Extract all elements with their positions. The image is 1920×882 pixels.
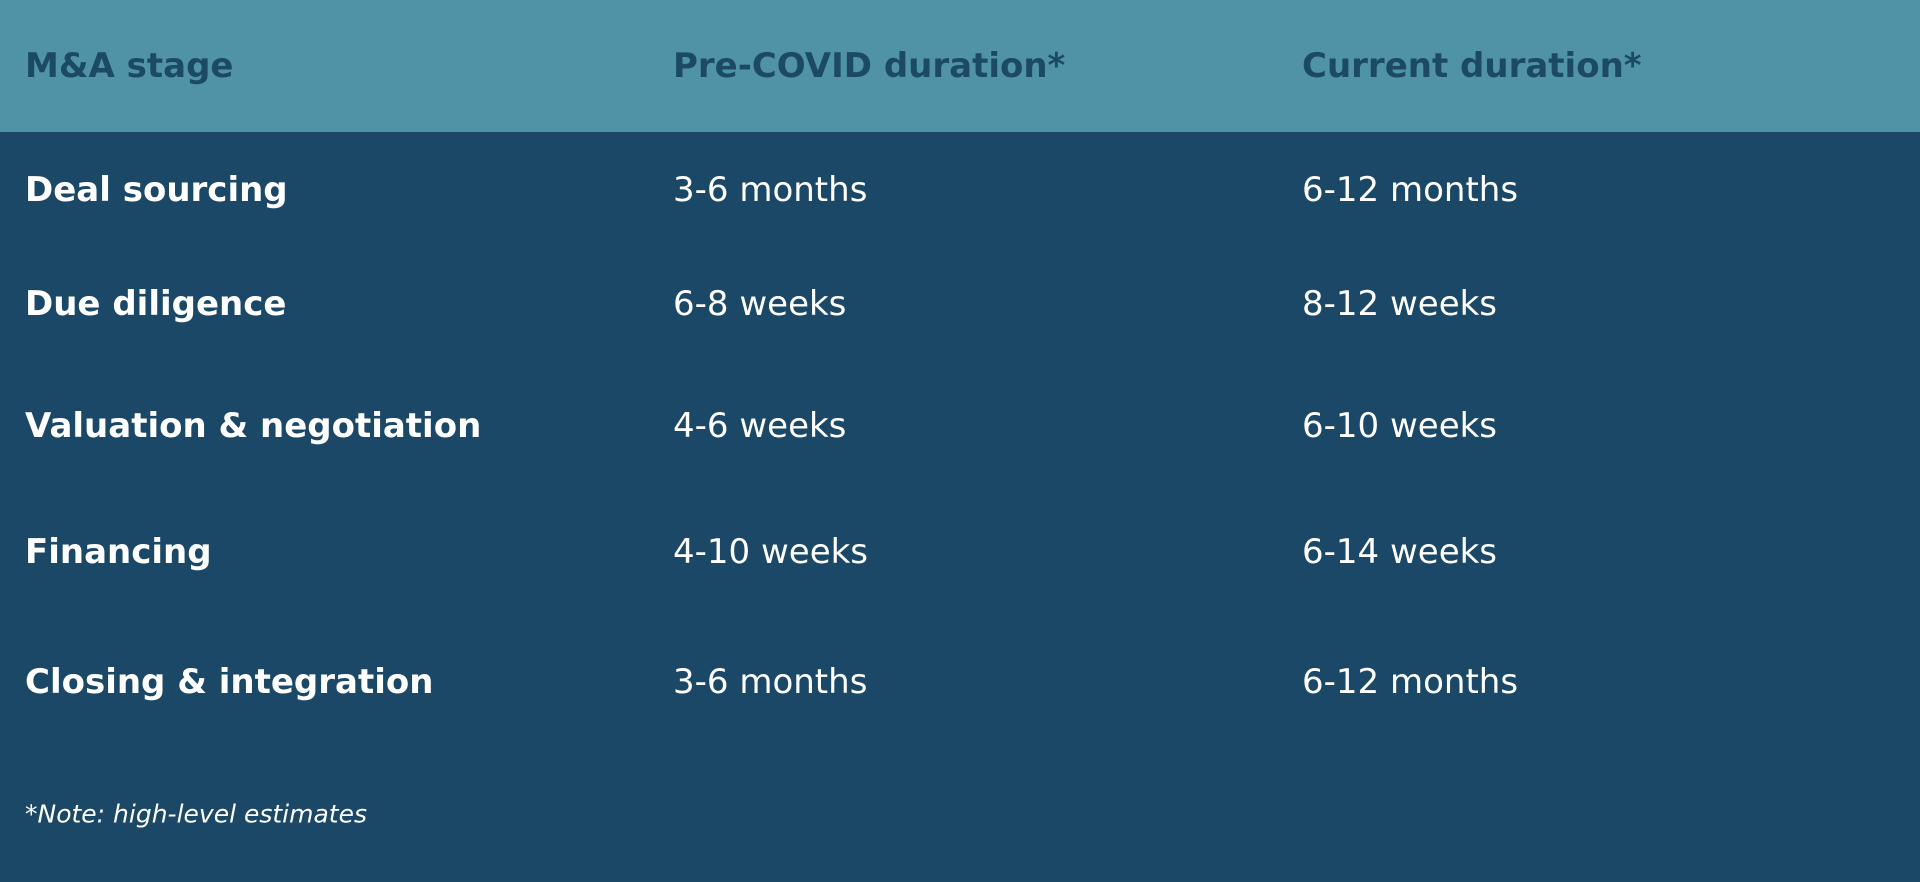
- pre-covid-cell: 6-8 weeks: [673, 284, 847, 324]
- pre-covid-cell: 4-10 weeks: [673, 532, 869, 572]
- stage-cell: Closing & integration: [25, 662, 434, 702]
- stage-cell: Deal sourcing: [25, 170, 288, 210]
- current-cell: 6-12 months: [1302, 662, 1519, 702]
- stage-cell: Valuation & negotiation: [25, 406, 482, 446]
- footnote: *Note: high-level estimates: [25, 799, 368, 829]
- table-header: M&A stage Pre-COVID duration* Current du…: [0, 0, 1920, 132]
- current-cell: 6-10 weeks: [1302, 406, 1498, 446]
- header-pre-covid: Pre-COVID duration*: [673, 46, 1066, 86]
- pre-covid-cell: 3-6 months: [673, 170, 868, 210]
- pre-covid-cell: 4-6 weeks: [673, 406, 847, 446]
- current-cell: 6-14 weeks: [1302, 532, 1498, 572]
- stage-cell: Due diligence: [25, 284, 287, 324]
- header-current: Current duration*: [1302, 46, 1642, 86]
- pre-covid-cell: 3-6 months: [673, 662, 868, 702]
- current-cell: 6-12 months: [1302, 170, 1519, 210]
- current-cell: 8-12 weeks: [1302, 284, 1498, 324]
- stage-cell: Financing: [25, 532, 212, 572]
- header-stage: M&A stage: [25, 46, 234, 86]
